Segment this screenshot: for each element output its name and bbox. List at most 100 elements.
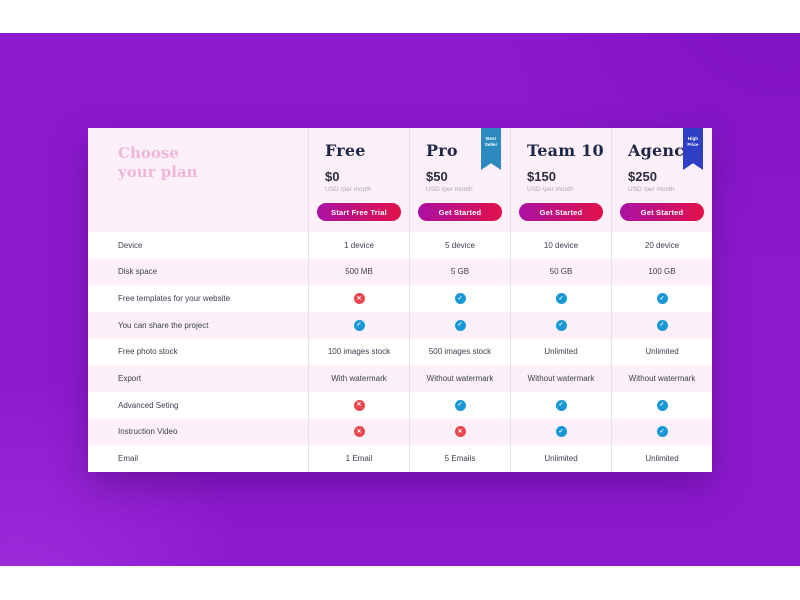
plan-cell: 1 device [309, 232, 409, 259]
page-title-line2: your plan [118, 162, 198, 181]
plan-column-agency: Agency $250 USD /per month Get Started High P… [611, 128, 712, 472]
feature-label: Email [118, 454, 139, 464]
cross-icon: ✕ [353, 426, 365, 438]
plan-price: $0 [325, 169, 340, 184]
plan-cell: ✕ [410, 418, 510, 446]
feature-label: Advanced Seting [118, 400, 179, 410]
plan-cell: ✓ [612, 392, 712, 419]
plan-value: 500 MB [345, 267, 373, 277]
check-icon: ✓ [555, 319, 567, 331]
feature-column: Choose your plan Device Disk space Free te… [88, 128, 308, 472]
plan-cell: 500 images stock [410, 339, 510, 366]
plan-cell: ✓ [612, 285, 712, 312]
plan-value: Unlimited [544, 347, 578, 357]
plan-cell: Without watermark [511, 365, 611, 392]
plan-cell: ✓ [511, 311, 611, 339]
feature-label: Free photo stock [118, 347, 178, 357]
plan-value: 20 device [644, 240, 680, 250]
plan-cell: ✓ [511, 392, 611, 419]
plan-name: Free [325, 141, 366, 160]
plan-price: $150 [527, 169, 556, 184]
plan-value: 500 images stock [428, 347, 492, 357]
plan-price: $50 [426, 169, 448, 184]
plan-name: Team 10 [527, 141, 604, 160]
plan-cell: 50 GB [511, 258, 611, 286]
plan-period: USD /per month [426, 186, 473, 193]
check-icon: ✓ [555, 399, 567, 411]
page-title: Choose your plan [88, 128, 308, 232]
plan-value: Unlimited [645, 454, 679, 464]
plan-header-agency: Agency $250 USD /per month Get Started High P… [612, 128, 712, 232]
plan-cta-button-pro[interactable]: Get Started [418, 203, 502, 221]
plan-value: 1 device [344, 240, 374, 250]
plan-column-team-10: Team 10 $150 USD /per month Get Started 10 d… [510, 128, 611, 472]
plan-cell: 5 GB [410, 258, 510, 286]
plan-value: 1 Email [345, 454, 373, 464]
plan-cell: ✓ [612, 418, 712, 446]
plan-value: Unlimited [544, 454, 578, 464]
plan-rows-free: 1 device 500 MB ✕ ✓ 100 images stock With wat… [309, 232, 409, 472]
plan-cta-button-agency[interactable]: Get Started [620, 203, 704, 221]
badge-ribbon-pro: Best Seller [481, 128, 501, 170]
check-icon: ✓ [454, 319, 466, 331]
plan-value: Without watermark [527, 374, 595, 384]
plan-value: Without watermark [628, 374, 696, 384]
plan-cell: ✕ [309, 418, 409, 446]
plan-name: Pro [426, 141, 458, 160]
plan-header-free: Free $0 USD /per month Start Free Trial [309, 128, 409, 232]
plan-column-free: Free $0 USD /per month Start Free Trial 1 de… [308, 128, 409, 472]
plan-value: 100 GB [648, 267, 676, 277]
plan-cell: ✕ [309, 285, 409, 312]
plan-rows-team-10: 10 device 50 GB ✓ ✓ Unlimited Without waterma… [511, 232, 611, 472]
feature-label: Free templates for your website [118, 294, 231, 304]
check-icon: ✓ [656, 319, 668, 331]
pricing-table-card: Choose your plan Device Disk space Free te… [88, 128, 712, 472]
plan-column-pro: Pro $50 USD /per month Get Started Best Selle… [409, 128, 510, 472]
plan-cell: 5 device [410, 232, 510, 259]
check-icon: ✓ [656, 399, 668, 411]
cross-icon: ✕ [353, 293, 365, 305]
feature-label: Device [118, 240, 143, 250]
plan-cell: 500 MB [309, 258, 409, 286]
cross-icon: ✕ [454, 426, 466, 438]
plan-cell: Unlimited [612, 339, 712, 366]
plan-value: Without watermark [426, 374, 494, 384]
plan-value: 10 device [543, 240, 579, 250]
plan-value: With watermark [331, 374, 387, 384]
plan-cell: ✓ [410, 285, 510, 312]
plan-cell: ✓ [410, 392, 510, 419]
page-title-line1: Choose [118, 144, 179, 162]
badge-ribbon-agency: High Price [683, 128, 703, 170]
plan-cell: Without watermark [612, 365, 712, 392]
plan-cell: 20 device [612, 232, 712, 259]
plan-cta-button-team-10[interactable]: Get Started [519, 203, 603, 221]
check-icon: ✓ [656, 293, 668, 305]
plan-cell: 100 GB [612, 258, 712, 286]
check-icon: ✓ [454, 293, 466, 305]
cross-icon: ✕ [353, 399, 365, 411]
plan-cell: Unlimited [511, 339, 611, 366]
plan-cell: 10 device [511, 232, 611, 259]
plan-period: USD /per month [527, 186, 574, 193]
plan-cta-button-free[interactable]: Start Free Trial [317, 203, 401, 221]
plan-header-team-10: Team 10 $150 USD /per month Get Started [511, 128, 611, 232]
check-icon: ✓ [353, 319, 365, 331]
plan-cell: 5 Emails [410, 445, 510, 472]
check-icon: ✓ [555, 293, 567, 305]
plan-cell: Unlimited [511, 445, 611, 472]
plan-period: USD /per month [325, 186, 372, 193]
feature-label: Export [88, 365, 308, 392]
feature-label: Instruction Video [88, 418, 308, 446]
plan-cell: ✓ [511, 418, 611, 446]
plan-cell: ✓ [309, 311, 409, 339]
plan-rows-pro: 5 device 5 GB ✓ ✓ 500 images stock Without wa… [410, 232, 510, 472]
plan-cell: Without watermark [410, 365, 510, 392]
plan-cell: ✓ [612, 311, 712, 339]
plan-rows-agency: 20 device 100 GB ✓ ✓ Unlimited Without waterm… [612, 232, 712, 472]
plan-cell: ✓ [511, 285, 611, 312]
feature-rows: Device Disk space Free templates for your … [88, 232, 308, 472]
plan-cell: With watermark [309, 365, 409, 392]
plan-header-pro: Pro $50 USD /per month Get Started Best Selle… [410, 128, 510, 232]
plan-cell: ✓ [410, 311, 510, 339]
plan-value: 5 Emails [444, 454, 476, 464]
